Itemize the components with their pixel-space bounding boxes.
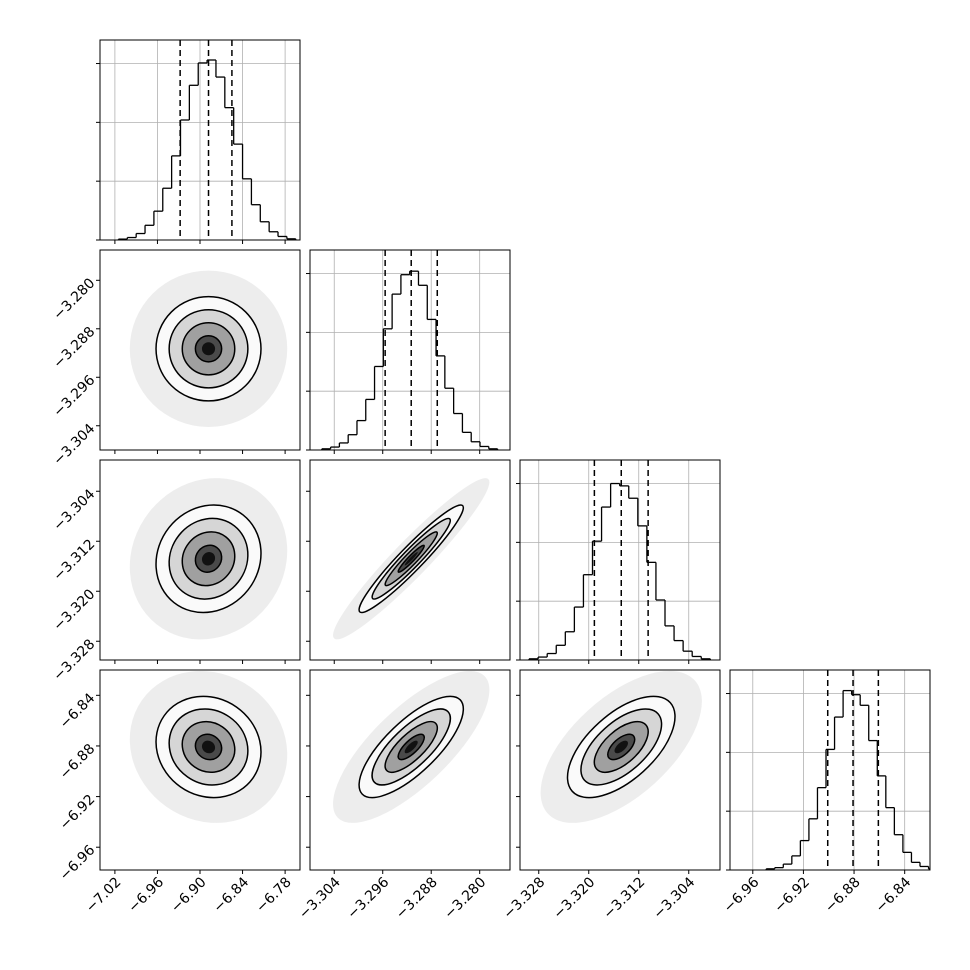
x-tick-label: −6.84 [873,874,915,916]
panel [96,39,301,244]
panel-area [129,478,288,640]
panel-frame [309,459,511,661]
panel: −3.328−3.320−3.312−3.304 [50,459,301,684]
y-tick-label: −3.304 [50,421,98,469]
x-tick-label: −3.304 [296,874,344,922]
y-tick-label: −6.92 [57,792,99,834]
x-tick-label: −3.280 [441,874,489,922]
panel: −6.96 −6.92 −6.88 −6.84 [721,669,931,916]
x-tick-label: −7.02 [83,874,125,916]
x-tick-label: −3.312 [600,874,648,922]
y-tick-label: −3.280 [50,275,98,323]
x-tick-label: −6.84 [211,874,253,916]
panel-area [540,671,702,823]
y-tick-label: −6.88 [57,741,99,783]
panel-area [730,670,930,870]
panel-area [520,460,720,660]
panel-frame [99,669,301,871]
density-region [404,552,418,566]
y-tick-label: −3.328 [50,636,98,684]
y-tick-label: −3.312 [50,536,98,584]
panel-area [100,40,300,240]
panel: −3.304−3.296−3.288−3.280 [296,669,511,922]
y-tick-label: −3.304 [50,486,98,534]
panel-frame [99,459,301,661]
density-region [404,740,418,754]
x-tick-label: −6.96 [721,874,763,916]
x-tick-label: −6.90 [168,874,210,916]
x-tick-label: −6.96 [125,874,167,916]
panel-frame [729,669,931,871]
panel-frame [519,669,721,871]
density-region [201,552,216,566]
panel-area [333,478,490,640]
x-tick-label: −6.88 [822,874,864,916]
x-tick-label: −3.288 [393,874,441,922]
panel-frame [519,459,721,661]
panel: −3.304−3.296−3.288−3.280 [50,249,301,469]
x-tick-label: −6.92 [771,874,813,916]
panel: −6.96−6.92−6.88−6.84−7.02 −6.96 −6.90 −6.84… [57,669,301,916]
panel-frame [309,669,511,871]
panel-area [129,270,288,427]
y-tick-label: −3.320 [50,586,98,634]
panel: −3.328−3.320−3.312−3.304 [500,669,721,922]
x-tick-label: −3.328 [500,874,548,922]
panel-frame [99,249,301,451]
y-tick-label: −6.84 [57,690,99,732]
density-region [201,342,216,356]
panel-frame [309,249,511,451]
panel-area [333,671,490,823]
y-tick-label: −3.288 [50,324,98,372]
density-region [614,740,628,754]
x-tick-label: −3.304 [650,874,698,922]
panel [306,459,511,664]
panel [306,249,511,454]
y-tick-label: −6.96 [57,842,99,884]
panel [516,459,721,664]
y-tick-label: −3.296 [50,372,98,420]
x-tick-label: −6.78 [253,874,295,916]
x-tick-label: −3.320 [550,874,598,922]
panel-area [129,671,288,823]
panel-area [310,250,510,450]
panel-frame [99,39,301,241]
x-tick-label: −3.296 [344,874,392,922]
density-region [201,740,216,754]
